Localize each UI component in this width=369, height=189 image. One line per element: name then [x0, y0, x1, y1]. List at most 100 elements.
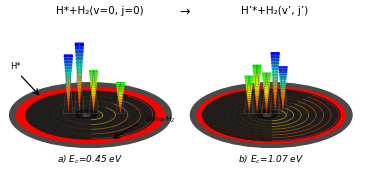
Polygon shape — [266, 112, 267, 113]
Polygon shape — [262, 74, 271, 77]
Polygon shape — [76, 57, 83, 60]
Polygon shape — [89, 72, 98, 74]
Polygon shape — [272, 70, 279, 74]
Polygon shape — [279, 78, 287, 80]
Polygon shape — [254, 82, 260, 84]
Polygon shape — [279, 76, 287, 78]
Polygon shape — [265, 103, 268, 105]
Polygon shape — [262, 77, 271, 79]
Polygon shape — [281, 90, 285, 92]
Polygon shape — [272, 74, 278, 77]
Polygon shape — [92, 98, 95, 101]
Polygon shape — [65, 78, 71, 81]
Polygon shape — [278, 66, 288, 69]
Text: H*: H* — [10, 62, 21, 71]
Polygon shape — [273, 92, 277, 95]
Polygon shape — [118, 99, 123, 101]
Polygon shape — [68, 108, 69, 111]
Polygon shape — [245, 81, 253, 83]
Polygon shape — [115, 82, 125, 84]
Polygon shape — [282, 102, 284, 104]
Polygon shape — [66, 87, 70, 90]
Ellipse shape — [210, 92, 332, 138]
Polygon shape — [256, 101, 258, 104]
Polygon shape — [77, 82, 82, 85]
Polygon shape — [256, 104, 258, 106]
Polygon shape — [256, 99, 258, 101]
Polygon shape — [274, 95, 277, 98]
Text: para-H$_2$: para-H$_2$ — [146, 115, 175, 125]
Polygon shape — [265, 101, 268, 103]
Polygon shape — [253, 70, 261, 72]
Text: H’*+H₂(v’, j’): H’*+H₂(v’, j’) — [241, 6, 308, 16]
Polygon shape — [252, 67, 262, 70]
Polygon shape — [90, 81, 97, 83]
Polygon shape — [274, 101, 276, 104]
Polygon shape — [93, 105, 94, 107]
Polygon shape — [271, 58, 279, 61]
Polygon shape — [266, 105, 268, 107]
Polygon shape — [245, 77, 254, 79]
Polygon shape — [67, 99, 69, 102]
Polygon shape — [68, 105, 69, 108]
Polygon shape — [256, 109, 258, 111]
Ellipse shape — [213, 93, 330, 137]
Polygon shape — [89, 74, 98, 77]
Ellipse shape — [246, 106, 296, 125]
Polygon shape — [120, 109, 121, 110]
Polygon shape — [92, 96, 96, 98]
Ellipse shape — [61, 104, 120, 126]
Polygon shape — [65, 72, 72, 75]
Polygon shape — [273, 83, 277, 86]
Polygon shape — [273, 89, 277, 92]
Polygon shape — [264, 95, 269, 97]
Polygon shape — [64, 63, 72, 66]
Polygon shape — [247, 96, 251, 98]
Polygon shape — [256, 106, 258, 109]
Polygon shape — [248, 102, 251, 104]
Polygon shape — [271, 64, 279, 67]
Polygon shape — [265, 99, 268, 101]
Ellipse shape — [238, 102, 304, 128]
Polygon shape — [279, 69, 287, 71]
Polygon shape — [91, 88, 96, 90]
Polygon shape — [271, 61, 279, 64]
Ellipse shape — [263, 112, 280, 118]
Polygon shape — [117, 88, 124, 90]
Ellipse shape — [10, 83, 171, 147]
Polygon shape — [93, 109, 94, 111]
Polygon shape — [255, 96, 259, 99]
Polygon shape — [79, 103, 80, 106]
Polygon shape — [116, 85, 125, 87]
Polygon shape — [79, 110, 80, 113]
Polygon shape — [282, 106, 284, 109]
Polygon shape — [246, 85, 253, 87]
Polygon shape — [92, 94, 96, 96]
Ellipse shape — [205, 90, 338, 140]
Ellipse shape — [15, 87, 165, 143]
Text: H*+H₂(v=0, j=0): H*+H₂(v=0, j=0) — [56, 6, 144, 16]
Polygon shape — [266, 109, 267, 112]
Ellipse shape — [256, 110, 278, 119]
Polygon shape — [64, 57, 73, 60]
Ellipse shape — [260, 111, 282, 119]
Ellipse shape — [268, 114, 274, 116]
Polygon shape — [91, 92, 96, 94]
Polygon shape — [253, 74, 261, 77]
Polygon shape — [246, 91, 252, 93]
Polygon shape — [245, 83, 253, 85]
Ellipse shape — [196, 87, 346, 143]
Polygon shape — [272, 77, 278, 80]
Polygon shape — [246, 89, 252, 91]
Polygon shape — [263, 85, 270, 87]
Polygon shape — [279, 73, 287, 76]
Polygon shape — [90, 77, 97, 79]
Ellipse shape — [235, 101, 307, 129]
Polygon shape — [78, 96, 80, 99]
Polygon shape — [254, 84, 260, 87]
Polygon shape — [247, 94, 252, 96]
Polygon shape — [262, 79, 270, 81]
Ellipse shape — [40, 96, 141, 134]
Ellipse shape — [75, 109, 106, 121]
Polygon shape — [280, 85, 286, 88]
